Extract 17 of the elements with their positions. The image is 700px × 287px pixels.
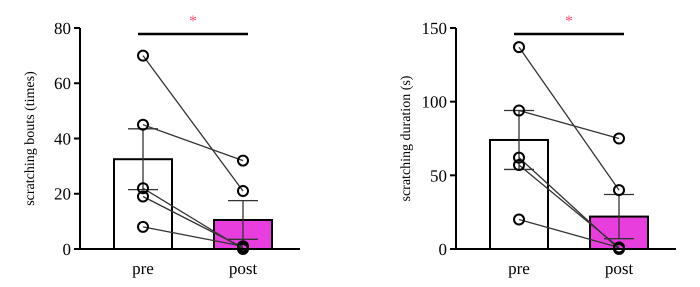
y-tick-label: 0 — [62, 240, 71, 259]
y-tick-label: 100 — [422, 92, 447, 112]
x-tick-label: post — [228, 259, 258, 278]
y-tick-label: 80 — [54, 18, 71, 38]
y-tick-label: 20 — [54, 184, 71, 204]
x-tick-label: pre — [132, 259, 154, 278]
y-tick-label: 60 — [54, 74, 71, 94]
y-tick-label: 50 — [430, 166, 447, 186]
y-tick-label: 150 — [422, 18, 447, 38]
annotation: * — [189, 13, 197, 30]
x-tick-label: post — [604, 259, 634, 278]
annotation: * — [565, 13, 573, 30]
y-tick-label: 0 — [438, 240, 447, 259]
x-tick-label: pre — [508, 259, 530, 278]
y-axis-title: scratching bouts (times) — [23, 70, 38, 206]
y-tick-label: 40 — [54, 129, 71, 148]
y-axis-title: scratching duration (s) — [399, 75, 414, 202]
